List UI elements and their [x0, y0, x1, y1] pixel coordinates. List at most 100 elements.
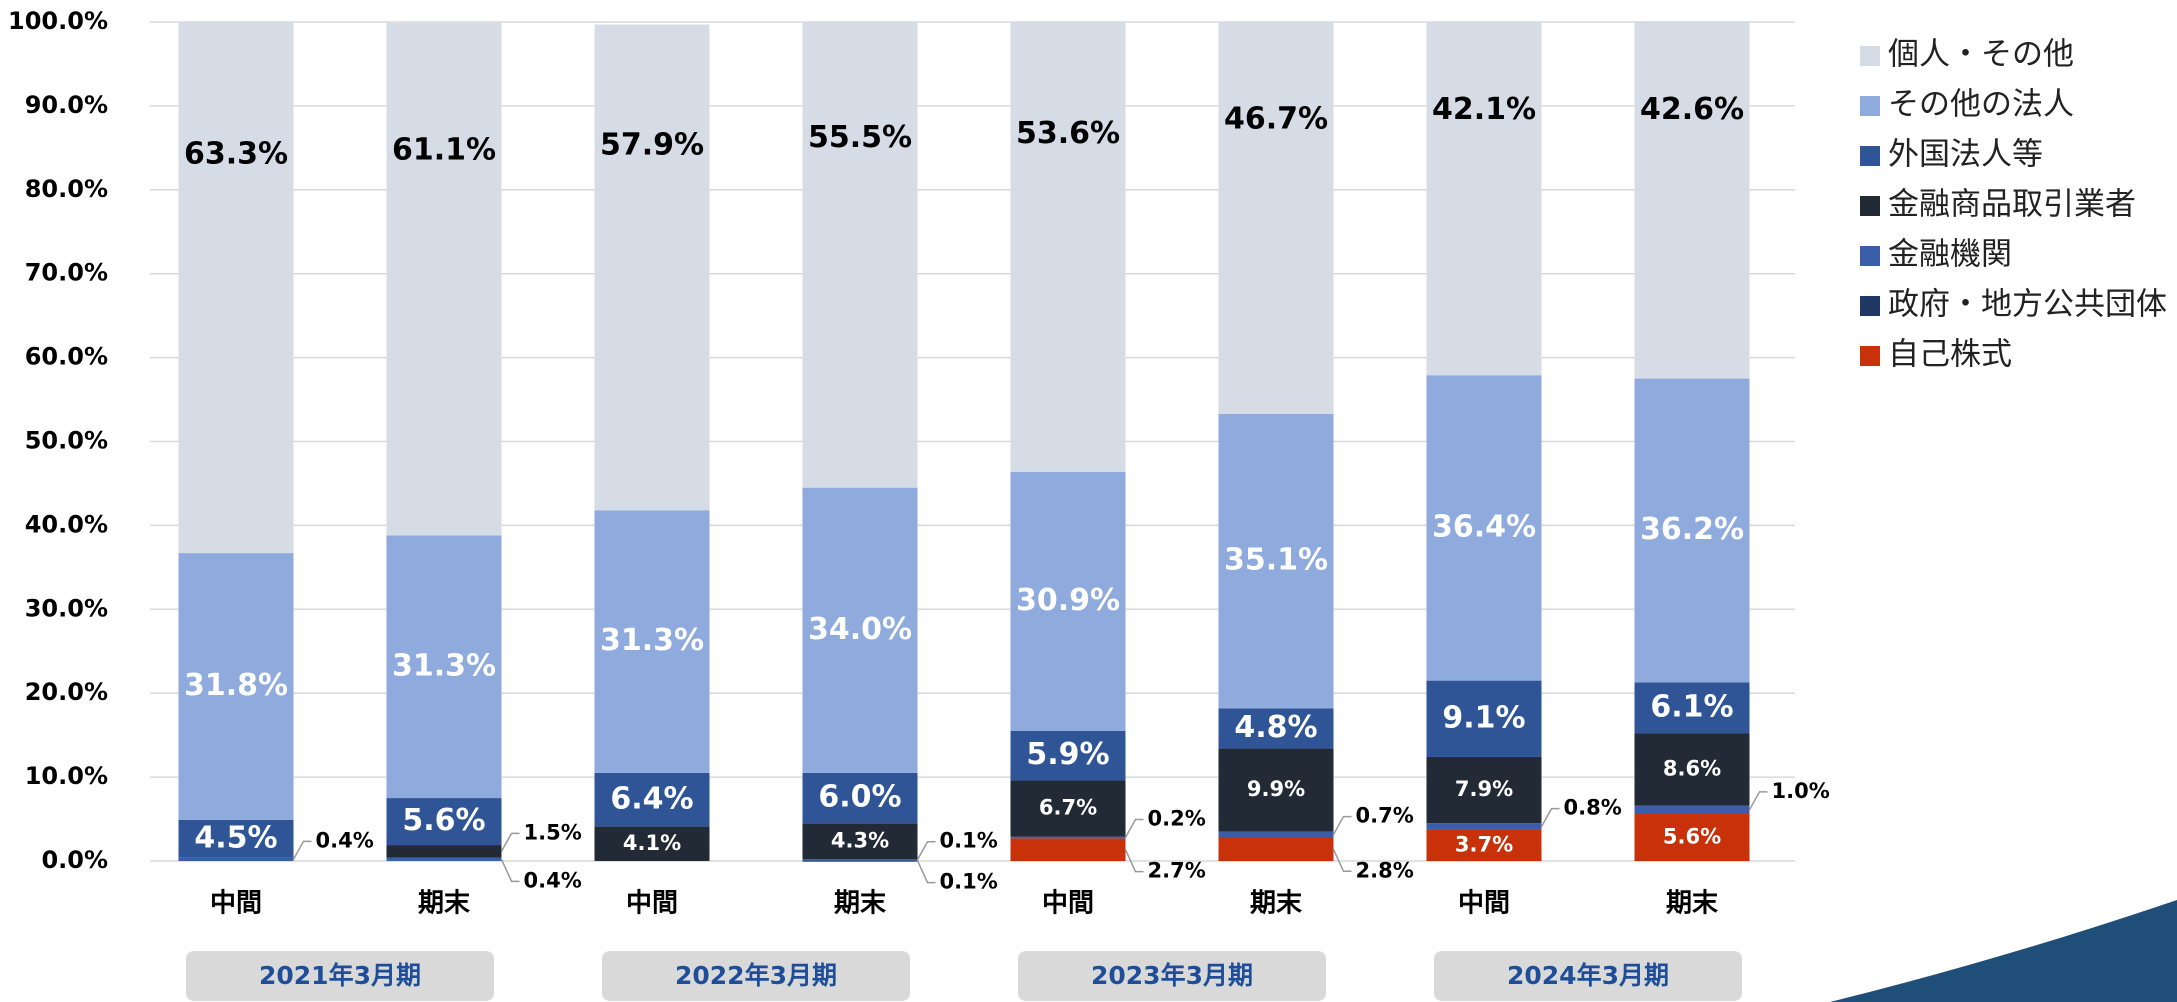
data-label: 0.8% [1564, 796, 1622, 820]
group-box [602, 951, 910, 1001]
legend-label: その他の法人 [1888, 87, 2074, 123]
data-label: 57.9% [600, 127, 704, 162]
bar-segment [386, 857, 502, 861]
x-tick-label: 期末 [1666, 889, 1719, 919]
y-tick-label: 60.0% [25, 343, 108, 371]
leader-line [1332, 848, 1352, 873]
legend-swatch [1860, 296, 1880, 316]
bar-segment [1634, 814, 1750, 861]
x-tick-label: 中間 [210, 889, 262, 919]
legend-label: 金融機関 [1888, 237, 2012, 273]
data-label: 63.3% [184, 136, 288, 171]
bar-segment [1426, 375, 1542, 681]
data-label: 0.4% [524, 868, 582, 892]
y-tick-label: 0.0% [41, 846, 108, 874]
bar-segment [178, 819, 294, 858]
data-label: 7.9% [1455, 777, 1513, 801]
data-label: 0.2% [1148, 807, 1206, 831]
group-box [1018, 951, 1326, 1001]
leader-line [916, 840, 936, 861]
x-tick-label: 期末 [834, 889, 887, 919]
bar-segment [1634, 21, 1750, 379]
y-tick-label: 100.0% [8, 7, 108, 35]
leader-line [500, 859, 520, 883]
legend-label: 個人・その他 [1888, 37, 2074, 73]
data-label: 4.8% [1234, 710, 1317, 745]
y-tick-label: 10.0% [25, 762, 108, 790]
data-label: 9.9% [1247, 777, 1305, 801]
x-tick-label: 中間 [626, 889, 678, 919]
bar-segment [1426, 756, 1542, 824]
leader-line [292, 840, 312, 860]
bar-segment [1634, 733, 1750, 806]
x-tick-label: 中間 [1042, 889, 1094, 919]
x-tick-label: 期末 [1250, 889, 1303, 919]
bar-segment [594, 772, 710, 827]
legend-swatch [1860, 46, 1880, 66]
bar-segment [802, 823, 918, 860]
data-label: 2.7% [1148, 859, 1206, 883]
data-label: 42.6% [1640, 92, 1744, 127]
bar-segment [1010, 780, 1126, 837]
group-label: 2021年3月期 [259, 961, 421, 990]
data-label: 0.7% [1356, 804, 1414, 828]
y-tick-label: 40.0% [25, 510, 108, 538]
bar-segment [802, 22, 918, 488]
y-tick-label: 20.0% [25, 678, 108, 706]
data-label: 35.1% [1224, 543, 1328, 578]
bar-segment [386, 22, 502, 536]
data-label: 6.4% [610, 781, 693, 816]
data-label: 2.8% [1356, 858, 1414, 882]
bar-segment [802, 860, 918, 862]
bar-segment [1010, 22, 1126, 472]
bar-segment [1426, 829, 1542, 861]
bar-segment [1010, 471, 1126, 731]
data-label: 30.9% [1016, 583, 1120, 618]
bar-segment [1218, 831, 1334, 838]
bar-segment [386, 845, 502, 858]
bar-segment [1010, 730, 1126, 781]
leader-line [1332, 815, 1352, 835]
bar-segment [386, 535, 502, 799]
bar-segment [1218, 837, 1334, 861]
bar-segment [178, 22, 294, 554]
bar-segment [1634, 805, 1750, 815]
bar-segment [1218, 748, 1334, 832]
bar-segment [1426, 680, 1542, 757]
bar-segment [386, 798, 502, 846]
bar-segment [178, 553, 294, 820]
bar-segment [1426, 22, 1542, 376]
y-tick-label: 50.0% [25, 427, 108, 455]
y-tick-label: 90.0% [25, 91, 108, 119]
data-label: 31.8% [184, 668, 288, 703]
y-tick-label: 80.0% [25, 175, 108, 203]
legend-swatch [1860, 246, 1880, 266]
data-label: 6.0% [818, 780, 901, 815]
leader-line [1124, 849, 1144, 873]
data-label: 46.7% [1224, 101, 1328, 136]
legend-swatch [1860, 96, 1880, 116]
data-label: 4.1% [623, 831, 681, 855]
group-box [1434, 951, 1742, 1001]
group-label: 2024年3月期 [1507, 961, 1669, 990]
leader-line [916, 860, 936, 884]
legend-label: 外国法人等 [1888, 137, 2043, 173]
data-label: 4.3% [831, 828, 889, 852]
data-label: 34.0% [808, 612, 912, 647]
data-label: 9.1% [1442, 700, 1525, 735]
legend-label: 政府・地方公共団体 [1888, 287, 2167, 323]
data-label: 42.1% [1432, 92, 1536, 127]
bar-segment [1426, 823, 1542, 830]
decoration [1830, 900, 2177, 1002]
data-label: 4.5% [194, 820, 277, 855]
data-label: 53.6% [1016, 116, 1120, 151]
data-label: 0.1% [940, 829, 998, 853]
legend-swatch [1860, 146, 1880, 166]
data-label: 0.4% [316, 828, 374, 852]
leader-line [500, 832, 520, 852]
data-label: 0.1% [940, 870, 998, 894]
data-label: 31.3% [600, 623, 704, 658]
bar-segment [178, 857, 294, 861]
bar-segment [802, 487, 918, 773]
bar-segment [802, 772, 918, 824]
